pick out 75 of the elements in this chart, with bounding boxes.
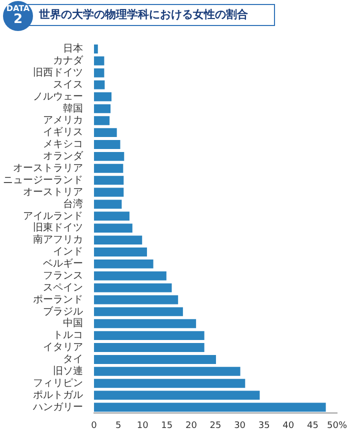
bar: [94, 128, 117, 138]
y-tick-label: フランス: [43, 270, 83, 282]
bar: [94, 92, 112, 102]
bar: [94, 152, 124, 161]
bar: [94, 176, 124, 185]
y-tick-label: メキシコ: [43, 139, 83, 150]
y-tick-label: 旧東ドイツ: [33, 222, 83, 234]
y-tick-label: 日本: [63, 42, 83, 55]
bar: [94, 236, 142, 245]
bar: [94, 366, 240, 376]
y-tick-label: オーストラリア: [13, 162, 83, 174]
y-tick-label: スペイン: [43, 282, 83, 294]
bar: [94, 378, 246, 388]
bar: [94, 44, 98, 54]
bar: [94, 200, 122, 209]
y-tick-label: ハンガリー: [32, 402, 83, 413]
y-tick-label: スイス: [53, 79, 83, 90]
y-tick-label: カナダ: [53, 54, 84, 67]
y-tick-label: タイ: [63, 354, 83, 366]
y-tick-label: ポルトガル: [33, 390, 83, 401]
x-tick-label: 25: [210, 420, 222, 431]
bar: [94, 212, 130, 221]
bar: [94, 68, 104, 78]
y-tick-label: フィリピン: [33, 378, 83, 389]
bar: [94, 248, 147, 256]
y-tick-label: イギリス: [43, 126, 83, 138]
x-tick-label: 5: [115, 420, 122, 431]
bar: [94, 259, 154, 268]
y-tick-label: ブラジル: [43, 305, 83, 318]
y-tick-label: 韓国: [63, 102, 83, 114]
bar: [94, 188, 124, 197]
y-tick-label: イタリア: [43, 342, 83, 354]
bar: [94, 80, 105, 90]
bar: [94, 164, 124, 173]
y-tick-label: ベルギー: [43, 258, 83, 270]
y-tick-label: アイルランド: [23, 210, 83, 222]
bar: [94, 56, 104, 66]
y-tick-label: 旧ソ連: [53, 364, 83, 377]
y-tick-label: アメリカ: [43, 115, 83, 126]
y-tick-label: インド: [53, 246, 83, 258]
badge-icon: DATA 2: [3, 1, 33, 31]
y-tick-label: ニュージーランド: [3, 174, 83, 186]
bar: [94, 224, 132, 233]
y-tick-label: オーストリア: [23, 186, 83, 198]
bar: [94, 295, 178, 304]
x-tick-label: 15: [161, 420, 173, 431]
bar: [94, 116, 110, 126]
bar: [94, 319, 196, 328]
y-tick-label: 台湾: [63, 198, 83, 210]
bar: [94, 343, 204, 352]
y-tick-label: 中国: [63, 317, 83, 330]
bar: [94, 140, 120, 149]
x-tick-label: 10: [136, 420, 149, 431]
y-tick-label: トルコ: [53, 330, 83, 342]
y-tick-label: ノルウェー: [33, 91, 83, 102]
x-tick-label: 40: [282, 420, 294, 431]
bar: [94, 402, 326, 412]
bar: [94, 307, 183, 316]
bar: [94, 354, 216, 364]
y-tick-label: 旧西ドイツ: [33, 66, 83, 78]
bar: [94, 104, 111, 114]
x-tick-label: 45: [306, 420, 318, 431]
bar: [94, 271, 166, 280]
x-tick-label: 0: [91, 420, 98, 431]
y-tick-label: 南アフリカ: [33, 234, 83, 246]
x-tick-label: 30: [234, 420, 246, 431]
x-tick-label: 35: [258, 420, 270, 431]
chart-title: 世界の大学の物理学科における女性の割合: [39, 8, 248, 21]
y-tick-label: ポーランド: [33, 294, 83, 306]
x-tick-label: 20: [185, 420, 198, 431]
bar: [94, 283, 172, 292]
x-tick-label: 50%: [326, 420, 348, 431]
y-tick-label: オランダ: [43, 150, 84, 162]
bar: [94, 390, 260, 400]
bar: [94, 331, 204, 340]
